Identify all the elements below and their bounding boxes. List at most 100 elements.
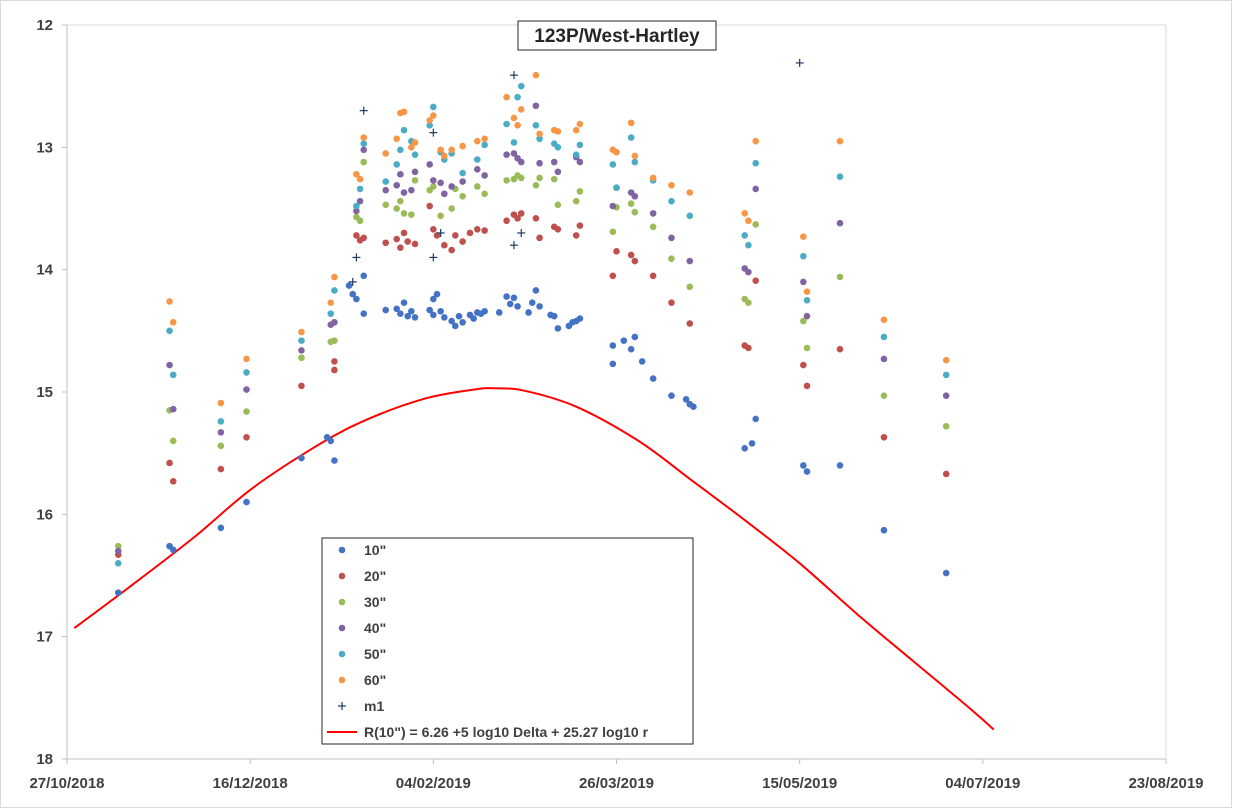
data-point — [448, 183, 455, 190]
x-tick-label: 16/12/2018 — [213, 775, 288, 792]
data-point — [649, 375, 657, 382]
data-point — [356, 185, 364, 193]
data-point — [880, 333, 888, 341]
data-point — [217, 418, 225, 425]
data-point — [510, 139, 518, 146]
data-point — [473, 156, 481, 163]
data-point — [382, 178, 390, 185]
data-point — [880, 316, 888, 324]
data-point — [393, 305, 401, 313]
data-point — [411, 139, 419, 146]
data-point — [360, 310, 368, 318]
data-point-plus — [429, 253, 438, 262]
data-point — [397, 197, 404, 205]
model-curve-line — [73, 387, 995, 731]
data-point — [631, 152, 639, 160]
legend-marker — [338, 624, 346, 632]
data-point — [408, 307, 415, 315]
data-point — [430, 295, 437, 303]
data-point — [514, 122, 521, 129]
data-point — [298, 382, 305, 390]
data-point — [217, 399, 225, 407]
data-point — [668, 234, 675, 242]
x-tick-label: 26/03/2019 — [579, 775, 654, 792]
legend-marker — [338, 598, 346, 606]
data-point — [356, 217, 364, 225]
data-point — [686, 189, 694, 196]
data-point-plus — [509, 241, 518, 250]
data-point — [682, 396, 690, 403]
chart-title: 123P/West-Hartley — [534, 26, 700, 47]
data-point — [803, 288, 811, 295]
data-point — [752, 415, 760, 423]
data-point — [470, 315, 477, 322]
legend-item: R(10") = 6.26 +5 log10 Delta + 25.27 log… — [327, 724, 649, 740]
data-point — [426, 306, 433, 314]
data-point — [437, 307, 444, 315]
series-5 — [166, 71, 950, 407]
data-point — [836, 462, 844, 469]
data-point — [741, 232, 749, 239]
data-point — [554, 201, 562, 209]
data-point — [745, 268, 752, 276]
data-point — [942, 470, 950, 478]
data-point — [448, 246, 455, 254]
data-point — [517, 158, 525, 166]
data-point — [441, 152, 448, 160]
y-tick-label: 12 — [36, 17, 53, 34]
data-point — [609, 202, 617, 210]
data-point — [166, 298, 173, 305]
data-point — [627, 345, 635, 353]
data-point — [397, 310, 404, 318]
data-point — [503, 293, 510, 300]
data-point — [554, 144, 562, 151]
legend-marker — [338, 546, 346, 554]
data-point — [554, 128, 562, 135]
data-point — [433, 290, 441, 298]
legend-marker — [338, 676, 346, 684]
data-point — [400, 108, 408, 116]
data-point — [243, 386, 250, 393]
data-point — [481, 141, 488, 149]
x-tick-label: 04/02/2019 — [396, 775, 471, 792]
data-point — [572, 126, 580, 134]
data-point — [554, 225, 562, 233]
data-point — [217, 429, 225, 436]
data-point — [668, 392, 675, 399]
data-point — [441, 190, 448, 198]
data-point — [532, 181, 540, 189]
data-point — [550, 312, 558, 320]
data-point — [169, 371, 177, 379]
data-point — [382, 306, 390, 314]
data-point — [620, 337, 628, 344]
data-point — [481, 227, 488, 234]
data-point — [880, 355, 888, 363]
data-point — [942, 392, 950, 399]
legend-item: 50" — [338, 646, 386, 662]
data-point — [836, 173, 844, 180]
legend-item: m1 — [338, 698, 384, 714]
data-point — [609, 228, 617, 236]
data-point — [408, 211, 415, 218]
legend-label: R(10") = 6.26 +5 log10 Delta + 25.27 log… — [364, 724, 649, 740]
data-point — [397, 146, 404, 154]
data-point — [459, 238, 466, 245]
data-point — [166, 327, 173, 335]
data-point — [517, 174, 525, 182]
data-point — [331, 457, 338, 464]
data-point — [345, 282, 353, 289]
series-6 — [348, 58, 804, 286]
data-point — [510, 114, 518, 122]
data-point — [437, 146, 444, 154]
data-point — [452, 232, 459, 239]
x-tick-label: 23/08/2019 — [1128, 775, 1203, 792]
data-point — [836, 137, 844, 145]
data-point — [397, 244, 404, 251]
data-point-plus — [436, 228, 445, 237]
data-point — [411, 240, 419, 248]
y-axis-ticks: 12 13 14 15 16 17 18 — [36, 17, 67, 768]
data-point — [572, 232, 580, 239]
data-point — [169, 405, 177, 413]
data-point — [408, 144, 415, 151]
